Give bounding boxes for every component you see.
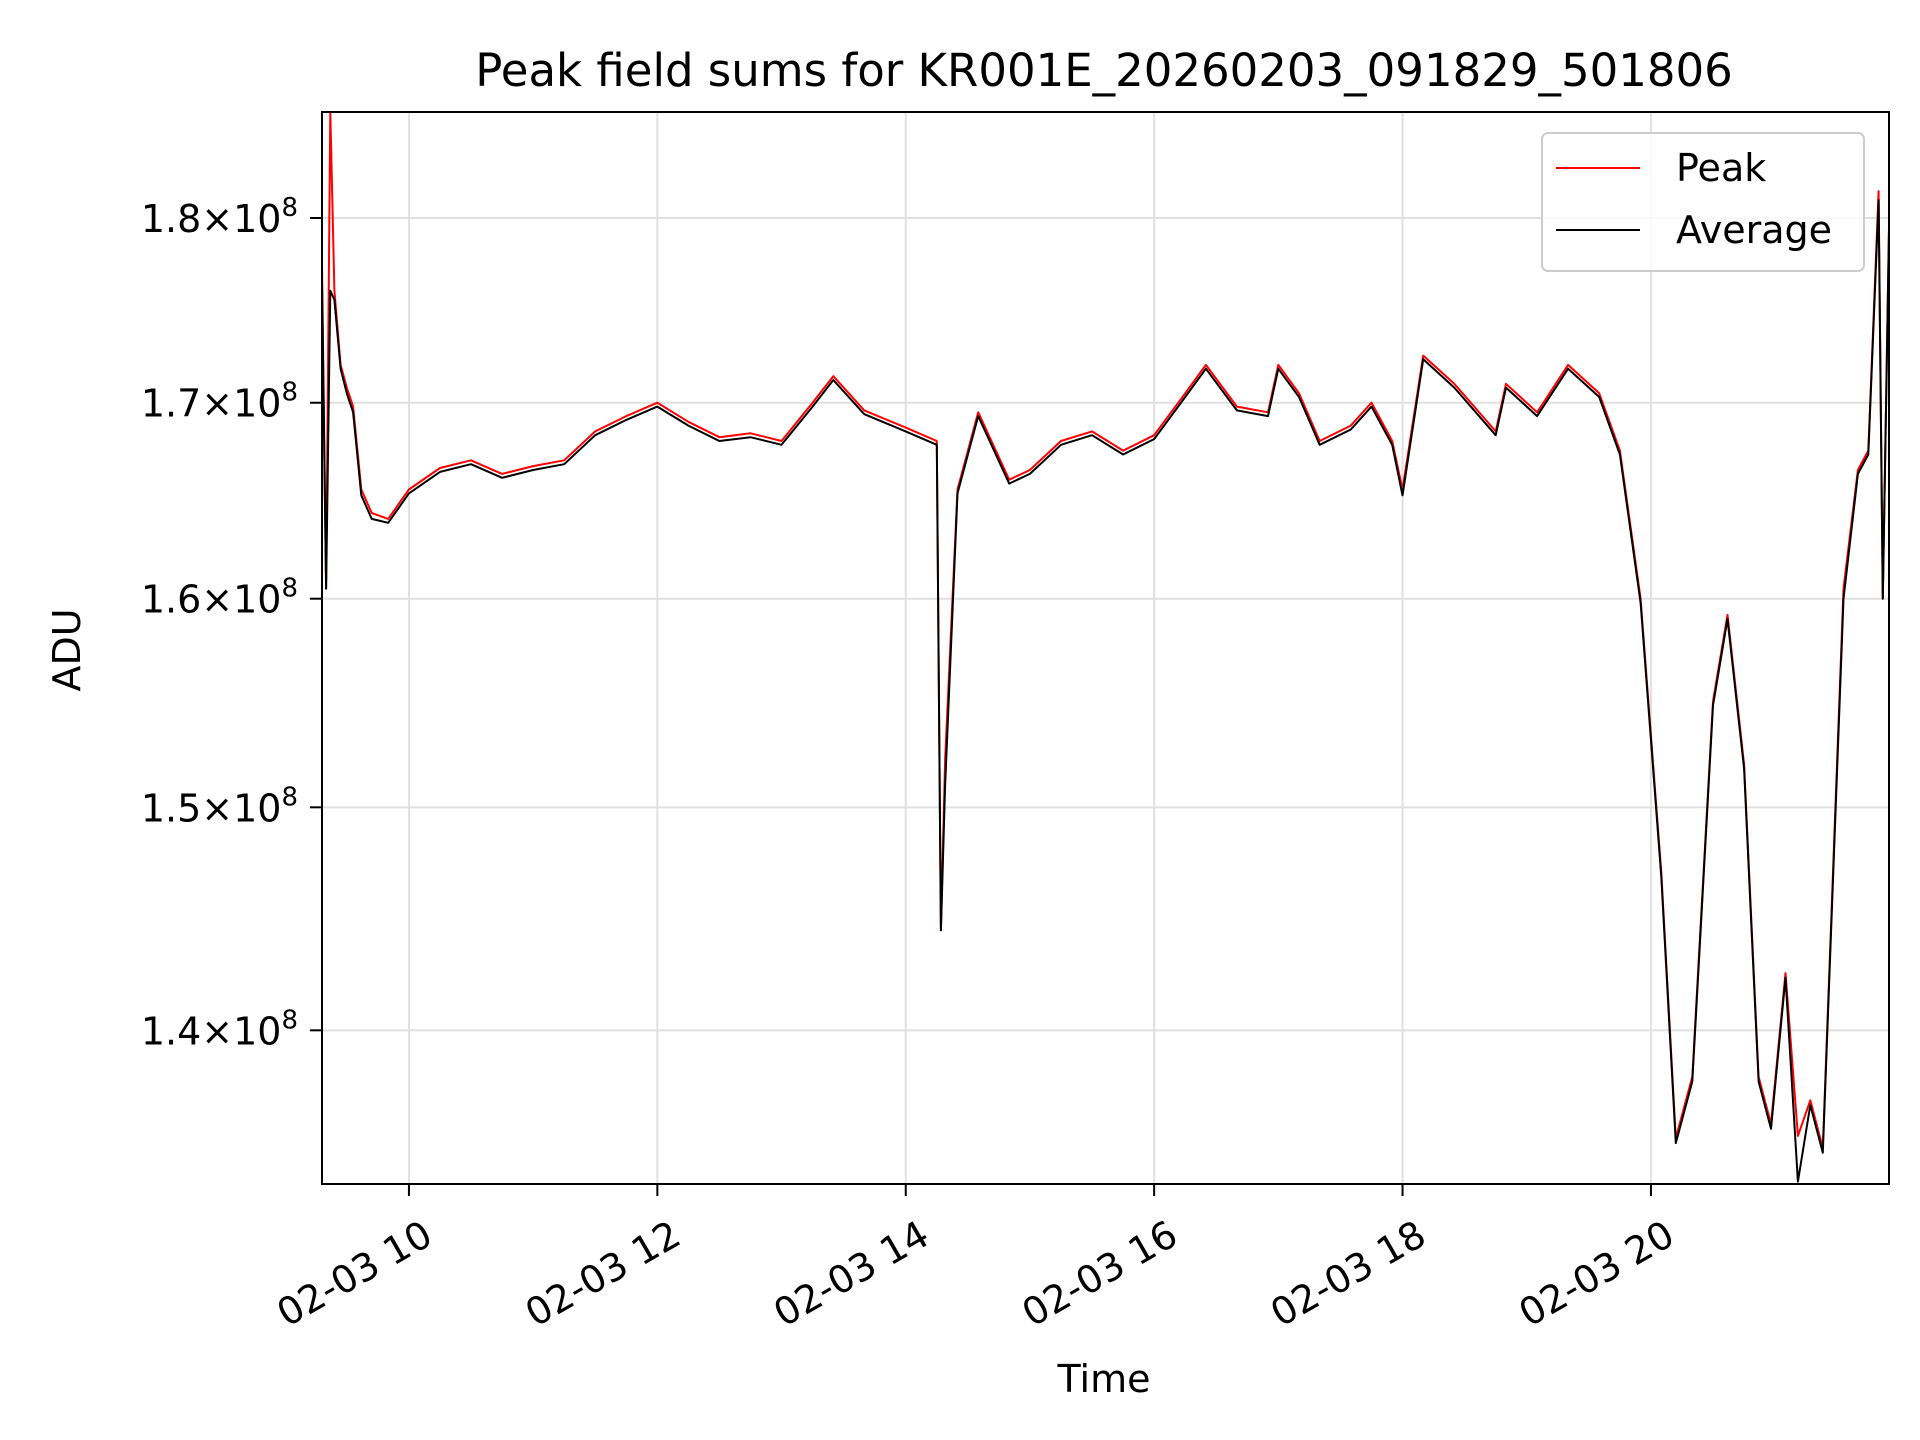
y-tick-label: 1.4×108 bbox=[141, 1005, 298, 1053]
x-tick-label: 02-03 12 bbox=[518, 1212, 688, 1336]
plot-frame bbox=[321, 111, 1890, 1185]
x-grid bbox=[407, 112, 1652, 1184]
y-tick-label: 1.5×108 bbox=[141, 782, 298, 830]
x-axis: 02-03 10 02-03 12 02-03 14 02-03 16 02-03 18… bbox=[269, 1184, 1681, 1335]
chart-title: Peak field sums for KR001E_20260203_0918… bbox=[475, 44, 1733, 97]
y-tick-label: 1.7×108 bbox=[141, 378, 298, 426]
y-grid bbox=[322, 216, 1889, 1032]
series-line-average bbox=[322, 199, 1889, 1183]
y-tick-label: 1.8×108 bbox=[141, 193, 298, 241]
x-tick-label: 02-03 16 bbox=[1015, 1212, 1185, 1336]
legend-label-average: Average bbox=[1676, 208, 1832, 252]
x-tick-label: 02-03 14 bbox=[766, 1212, 936, 1336]
legend-label-peak: Peak bbox=[1676, 146, 1766, 190]
y-axis-label: ADU bbox=[45, 608, 89, 691]
x-tick-label: 02-03 20 bbox=[1511, 1212, 1681, 1336]
series-layer bbox=[322, 112, 1889, 1183]
y-axis: 1.4×108 1.5×108 1.6×108 1.7×108 1.8×108 bbox=[141, 193, 322, 1053]
legend: Peak Average bbox=[1541, 132, 1865, 272]
x-axis-label: Time bbox=[1057, 1357, 1151, 1401]
x-tick-label: 02-03 18 bbox=[1263, 1212, 1433, 1336]
x-tick-label: 02-03 10 bbox=[269, 1212, 439, 1336]
y-tick-label: 1.6×108 bbox=[141, 574, 298, 622]
